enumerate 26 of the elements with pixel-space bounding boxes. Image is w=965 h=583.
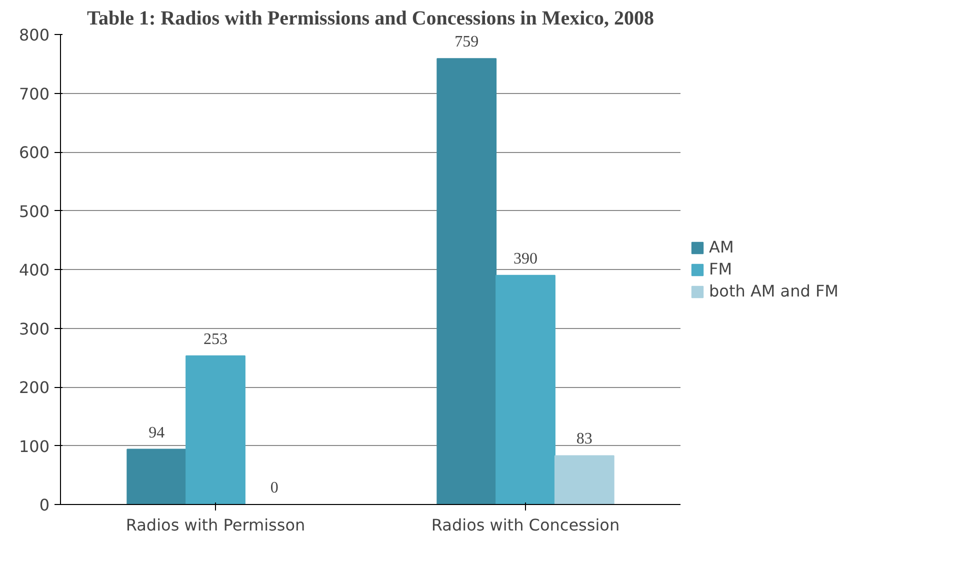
data-label: 253 [204, 330, 228, 348]
y-tick-label: 400 [18, 260, 50, 280]
bar [554, 455, 614, 504]
x-tick-label: Radios with Concession [431, 516, 620, 534]
y-tick-label: 700 [18, 84, 50, 104]
y-tick-label: 100 [18, 436, 50, 456]
data-label: 759 [454, 34, 479, 51]
data-label: 94 [148, 424, 165, 442]
bar [186, 355, 246, 504]
y-tick-label: 800 [18, 26, 50, 44]
chart-title: Table 1: Radios with Permissions and Concessions in Mexico, 2008 [86, 8, 654, 30]
y-tick-label: 300 [18, 319, 50, 338]
data-label: 0 [270, 480, 278, 496]
y-tick-label: 0 [39, 496, 50, 514]
legend-label: AM [709, 238, 734, 256]
bar [126, 448, 187, 504]
data-label: 390 [514, 250, 538, 268]
data-label: 83 [576, 430, 592, 448]
x-tick-label: Radios with Permisson [126, 516, 306, 534]
legend-label: both AM and FM [709, 282, 838, 300]
bar [496, 274, 556, 504]
legend-label: FM [709, 260, 732, 278]
y-tick-label: 500 [18, 202, 50, 221]
y-tick-label: 200 [18, 378, 50, 397]
bar [436, 58, 497, 504]
y-tick-label: 600 [18, 143, 50, 162]
